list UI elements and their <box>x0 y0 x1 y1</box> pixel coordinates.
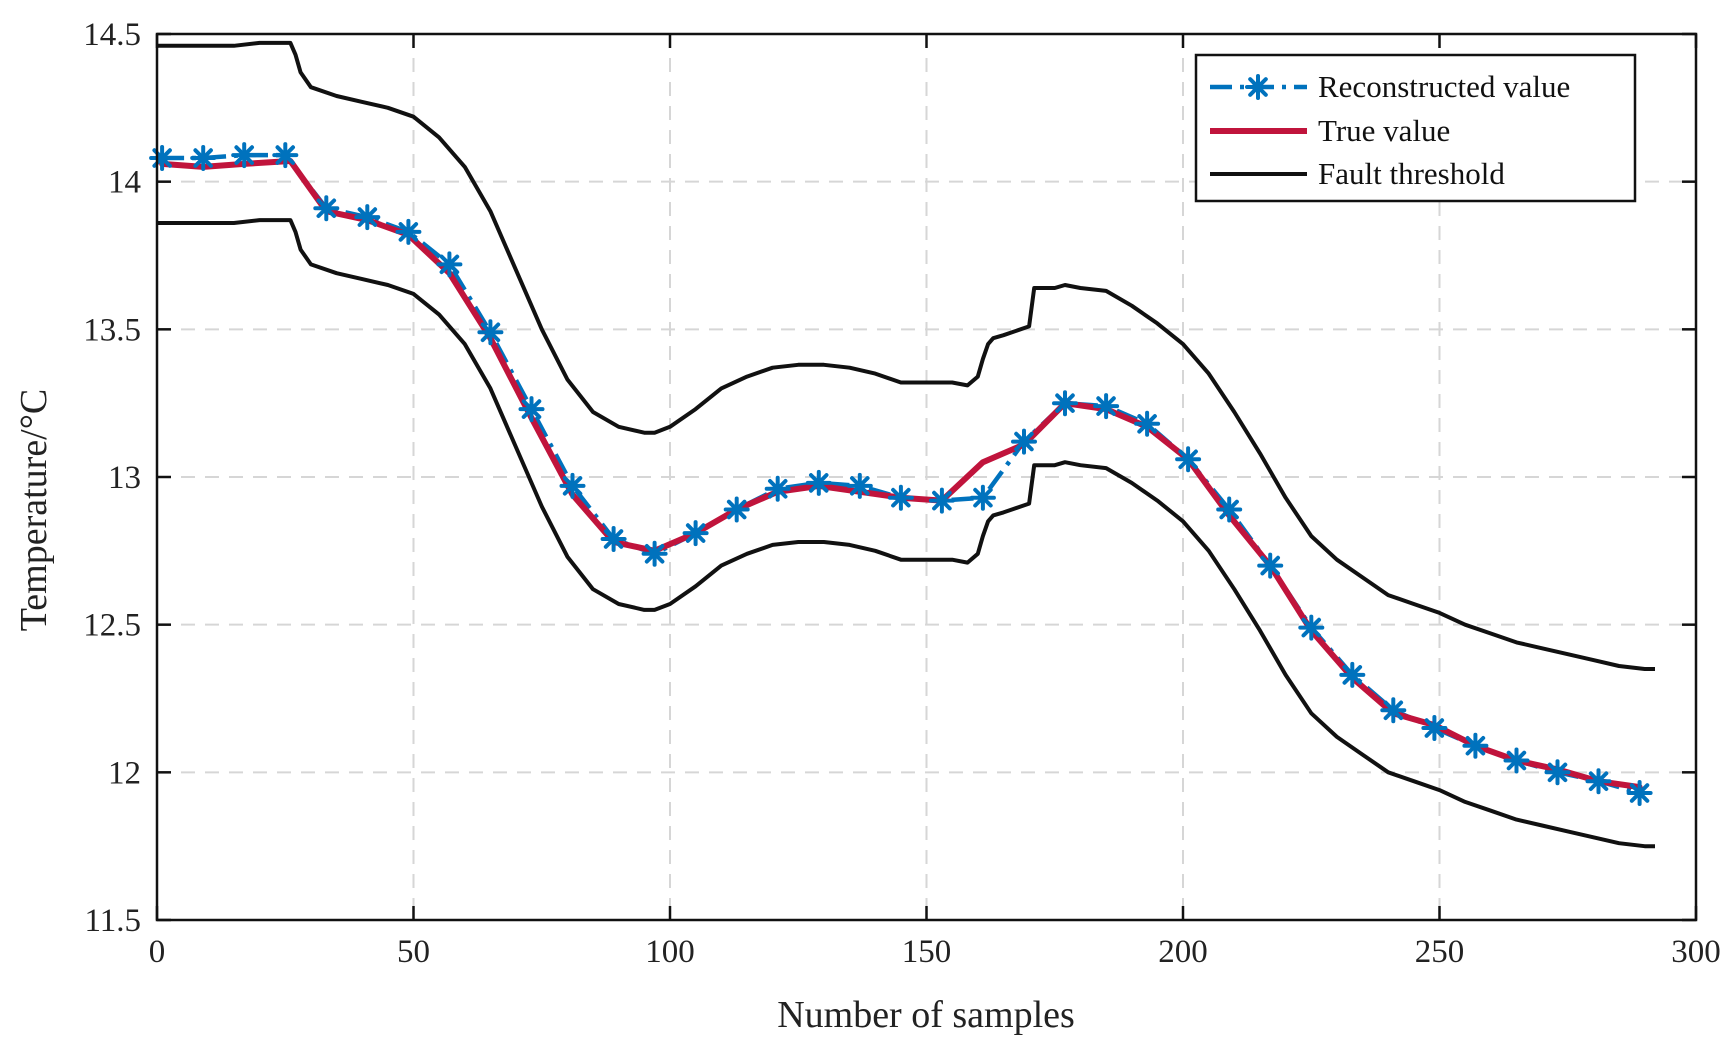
legend: Reconstructed value True value Fault thr… <box>1194 53 1637 203</box>
x-tick-label: 250 <box>1415 934 1465 970</box>
reconstructed-point <box>1462 732 1489 759</box>
y-tick-label: 14.5 <box>83 17 141 53</box>
series-fault-threshold-lower <box>157 218 1655 849</box>
reconstructed-point <box>477 319 504 346</box>
y-tick-label: 13.5 <box>83 312 141 348</box>
reconstructed-point <box>313 195 340 222</box>
x-tick-label: 0 <box>149 934 166 970</box>
reconstructed-point <box>190 145 217 171</box>
legend-sample-reconstructed-marker <box>1245 74 1271 100</box>
y-tick-label: 13 <box>108 460 141 496</box>
y-tick-label: 14 <box>108 165 141 201</box>
x-tick-label: 200 <box>1158 934 1208 970</box>
reconstructed-point <box>1052 390 1078 417</box>
series-fault-threshold-upper <box>157 40 1655 671</box>
y-tick-label: 12.5 <box>83 608 141 644</box>
legend-label-true: True value <box>1318 113 1450 148</box>
reconstructed-point <box>641 540 668 567</box>
reconstructed-point <box>1503 747 1530 774</box>
legend-sample-reconstructed <box>1210 74 1307 100</box>
ticks: 0 50 100 150 200 250 300 11.5 12 12.5 13 13.5 14 14.5 <box>83 17 1721 970</box>
reconstructed-point <box>1298 614 1325 641</box>
y-tick-label: 11.5 <box>84 903 141 939</box>
reconstructed-point <box>354 204 381 231</box>
series-layer <box>149 40 1655 849</box>
reconstructed-point <box>1175 446 1202 473</box>
reconstructed-point <box>395 218 422 245</box>
reconstructed-point <box>231 142 258 169</box>
reconstructed-point <box>764 475 791 502</box>
reconstructed-point <box>1216 496 1243 523</box>
grid <box>157 34 1696 920</box>
x-axis-title: Number of samples <box>777 994 1075 1036</box>
reconstructed-point <box>1011 428 1037 455</box>
reconstructed-point <box>518 396 545 423</box>
x-tick-label: 100 <box>645 934 695 970</box>
reconstructed-point <box>1626 780 1653 806</box>
x-tick-label: 300 <box>1671 934 1721 970</box>
reconstructed-point <box>682 520 709 547</box>
reconstructed-point <box>600 526 627 552</box>
reconstructed-point <box>149 145 176 171</box>
reconstructed-point <box>846 472 873 499</box>
reconstructed-point <box>723 496 750 523</box>
legend-label-threshold: Fault threshold <box>1318 156 1505 191</box>
reconstructed-point <box>969 484 996 511</box>
reconstructed-point <box>1339 661 1366 688</box>
x-tick-label: 50 <box>397 934 430 970</box>
reconstructed-point <box>1585 768 1612 795</box>
reconstructed-point <box>272 142 299 169</box>
y-tick-label: 12 <box>108 755 141 791</box>
reconstructed-point <box>1257 552 1284 579</box>
y-axis-title: Temperature/°C <box>13 389 55 632</box>
reconstructed-point <box>559 472 586 499</box>
reconstructed-point <box>887 484 914 511</box>
reconstructed-point <box>928 487 955 514</box>
reconstructed-point <box>1421 715 1448 741</box>
reconstructed-point <box>1093 393 1120 420</box>
legend-label-reconstructed: Reconstructed value <box>1318 69 1570 104</box>
x-tick-label: 150 <box>902 934 952 970</box>
reconstructed-point <box>436 251 463 278</box>
reconstructed-point <box>1544 759 1571 786</box>
reconstructed-point <box>1134 410 1161 437</box>
reconstructed-point <box>805 469 832 496</box>
reconstructed-point <box>1380 697 1407 724</box>
